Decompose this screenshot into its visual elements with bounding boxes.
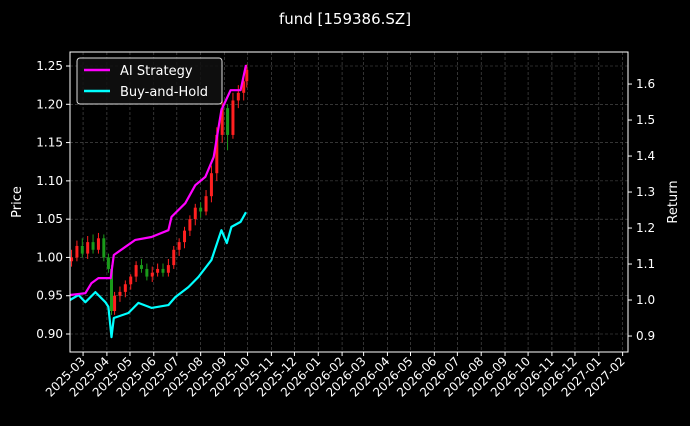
- candle-body: [139, 265, 143, 269]
- y-tick-label-left: 1.15: [36, 136, 63, 150]
- plot-frame: [69, 51, 629, 353]
- candle-body: [96, 238, 100, 250]
- series-line-ai-strategy: [69, 64, 248, 297]
- y-tick-label-right: 1.1: [636, 257, 655, 271]
- candle-body: [166, 265, 170, 273]
- series-line-buy-and-hold: [69, 211, 247, 339]
- candle-body: [242, 81, 246, 93]
- candle-body: [150, 272, 154, 277]
- y-tick-label-left: 1.05: [36, 212, 63, 226]
- candle-body: [110, 268, 114, 312]
- y-tick-label-right: 1.0: [636, 293, 655, 307]
- candle-body: [145, 268, 149, 277]
- legend-label-buy-hold: Buy-and-Hold: [120, 85, 208, 100]
- candle-body: [134, 265, 138, 277]
- candle-body: [123, 284, 127, 292]
- candle-body: [102, 238, 106, 258]
- y-tick-label-left: 1.20: [36, 97, 63, 111]
- candle-body: [91, 242, 95, 250]
- candle-body: [193, 207, 197, 220]
- candle-body: [209, 173, 213, 197]
- candle-body: [204, 196, 208, 212]
- y-axis-left: 0.90 0.95 1.00 1.05 1.10 1.15 1.20 1.25: [36, 59, 70, 341]
- candle-body: [118, 291, 122, 296]
- candle-body: [177, 242, 181, 250]
- y-tick-label-left: 1.10: [36, 174, 63, 188]
- y-tick-label-left: 0.90: [36, 327, 63, 341]
- candle-body: [226, 108, 230, 135]
- y-tick-label-right: 1.5: [636, 113, 655, 127]
- y-tick-label-right: 1.4: [636, 149, 655, 163]
- candle-body: [172, 249, 176, 266]
- candle-body: [199, 207, 203, 212]
- chart-title: fund [159386.SZ]: [279, 10, 411, 28]
- y-tick-label-right: 1.3: [636, 185, 655, 199]
- y-tick-label-left: 0.95: [36, 289, 63, 303]
- y-tick-label-left: 1.00: [36, 250, 63, 264]
- candle-body: [188, 219, 192, 231]
- y-axis-right-label: Return: [666, 180, 681, 223]
- price-candles: [70, 64, 249, 315]
- candle-body: [220, 108, 224, 135]
- candle-body: [106, 257, 110, 269]
- candle-body: [156, 268, 160, 273]
- candle-body: [129, 276, 133, 285]
- y-axis-right: 0.9 1.0 1.1 1.2 1.3 1.4 1.5 1.6: [628, 77, 655, 343]
- legend-label-strategy: AI Strategy: [120, 64, 193, 79]
- candle-body: [183, 230, 187, 243]
- y-tick-label-right: 1.6: [636, 77, 655, 91]
- candle-body: [215, 134, 219, 174]
- y-tick-label-right: 1.2: [636, 221, 655, 235]
- return-lines: [69, 64, 248, 339]
- candle-body: [113, 295, 117, 312]
- candle-body: [231, 100, 235, 135]
- y-tick-label-right: 0.9: [636, 329, 655, 343]
- legend-box: [76, 57, 223, 105]
- y-axis-left-label: Price: [10, 186, 25, 218]
- candle-body: [236, 92, 240, 101]
- candle-body: [245, 69, 249, 82]
- candle-body: [80, 245, 84, 254]
- candle-body: [86, 242, 90, 254]
- candle-body: [70, 257, 74, 262]
- y-tick-label-left: 1.25: [36, 59, 63, 73]
- candle-body: [161, 268, 165, 273]
- candle-body: [75, 245, 79, 258]
- legend: AI Strategy Buy-and-Hold: [76, 57, 223, 105]
